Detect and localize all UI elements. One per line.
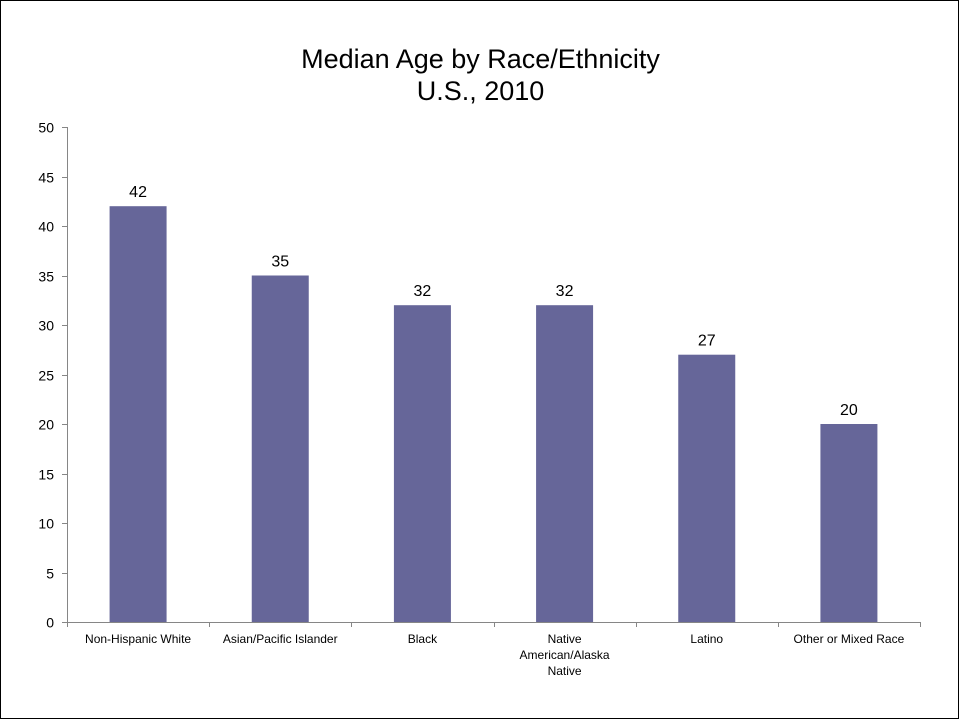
y-tick-label: 25 xyxy=(38,368,54,384)
x-category-label: Native xyxy=(548,664,582,678)
y-tick-label: 5 xyxy=(46,566,54,582)
chart-title: Median Age by Race/Ethnicity xyxy=(301,44,660,74)
data-label: 32 xyxy=(556,283,574,300)
x-category-label: Black xyxy=(408,632,438,646)
bar xyxy=(678,354,736,622)
data-label: 42 xyxy=(129,184,147,201)
chart-subtitle: U.S., 2010 xyxy=(416,76,545,106)
bar xyxy=(251,275,309,622)
bar xyxy=(536,305,594,622)
y-tick-label: 15 xyxy=(38,467,54,483)
y-tick-label: 10 xyxy=(38,516,54,532)
bar xyxy=(109,206,167,622)
x-category-label: Asian/Pacific Islander xyxy=(223,632,338,646)
data-label: 32 xyxy=(414,283,432,300)
y-tick-label: 0 xyxy=(46,615,54,631)
x-category-label: Native xyxy=(548,632,582,646)
x-category-label: Latino xyxy=(690,632,723,646)
data-label: 35 xyxy=(271,254,289,271)
bar xyxy=(820,424,878,622)
y-tick-label: 35 xyxy=(38,269,54,285)
data-label: 20 xyxy=(840,402,858,419)
bar xyxy=(393,305,451,622)
data-label: 27 xyxy=(698,333,716,350)
y-tick-label: 45 xyxy=(38,170,54,186)
x-category-label: Other or Mixed Race xyxy=(794,632,905,646)
x-category-label: Non-Hispanic White xyxy=(85,632,191,646)
y-tick-label: 50 xyxy=(38,120,54,136)
y-tick-label: 20 xyxy=(38,417,54,433)
x-category-label: American/Alaska xyxy=(520,648,610,662)
y-tick-label: 30 xyxy=(38,318,54,334)
y-tick-label: 40 xyxy=(38,219,54,235)
chart-title-block: Median Age by Race/Ethnicity U.S., 2010 xyxy=(1,43,959,107)
